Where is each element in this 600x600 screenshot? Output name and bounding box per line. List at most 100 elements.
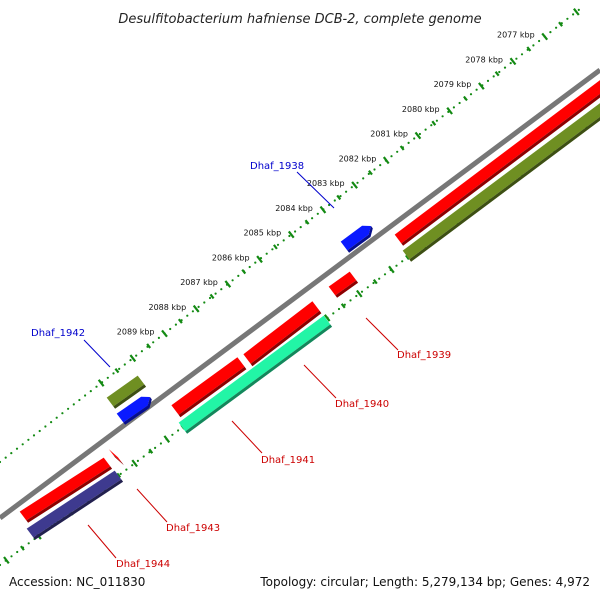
scale-major-tick [541, 32, 549, 41]
scale-major-tick [446, 107, 453, 115]
scale-minor-tick [177, 318, 183, 324]
inner-scale-tick [148, 448, 154, 454]
inner-scale-tick [20, 545, 25, 551]
gene-dhaf-1941-teal [178, 315, 333, 434]
gene-label-dhaf-1938: Dhaf_1938 [250, 161, 304, 172]
scale-dot [407, 141, 410, 144]
scale-dot [197, 305, 200, 308]
scale-dot [16, 550, 19, 554]
scale-dot [271, 248, 274, 251]
scale-dot [332, 312, 335, 315]
scale-dot [395, 264, 398, 267]
feature-shadow [123, 397, 152, 425]
feature-body [394, 80, 600, 244]
kbp-tick-label: 2089 kbp [117, 328, 155, 337]
scale-dot [171, 433, 174, 436]
gene-dhaf-1942-blue [116, 396, 152, 425]
kbp-tick-label: 2085 kbp [243, 229, 281, 238]
scale-dot [577, 8, 580, 11]
gene-label-dhaf-1939: Dhaf_1939 [397, 350, 451, 361]
gene-dhaf-1938 [340, 225, 373, 253]
scale-dot [418, 132, 421, 136]
scale-dot [350, 186, 353, 189]
scale-dot [503, 66, 507, 69]
scale-dot [177, 429, 180, 432]
scale-dot [152, 341, 155, 344]
scale-dot [532, 44, 535, 47]
inner-scale-tick [340, 303, 346, 309]
scale-dot [430, 124, 433, 127]
scale-dot [84, 394, 87, 397]
scale-minor-tick [304, 219, 310, 225]
scale-minor-tick [558, 21, 563, 27]
scale-minor-tick [146, 343, 152, 349]
gene-dhaf-1939 [328, 271, 359, 298]
scale-dot [0, 563, 2, 567]
genome-title: Desulfitobacterium hafniense DCB-2, comp… [118, 12, 481, 27]
scale-dot [356, 181, 359, 184]
scale-dot [112, 372, 115, 375]
scale-major-tick [129, 354, 137, 363]
scale-dot [486, 79, 490, 82]
scale-major-tick [351, 181, 358, 189]
scale-dot [555, 26, 558, 29]
gene-red-upper-right [394, 80, 600, 246]
inner-scale-tick [131, 459, 138, 468]
scale-major-tick [224, 280, 232, 288]
scale-dot [379, 164, 382, 167]
scale-dot [123, 363, 126, 366]
scale-minor-tick [368, 170, 373, 176]
scale-dot [538, 39, 541, 43]
feature-body [340, 225, 371, 251]
scale-dot [169, 327, 172, 331]
feature-shadow [113, 384, 147, 409]
scale-minor-tick [241, 269, 247, 275]
inner-scale-tick [356, 289, 363, 298]
scale-minor-tick [209, 293, 215, 300]
feature-body [19, 457, 111, 521]
scale-minor-tick [463, 95, 468, 102]
scale-dot [492, 75, 495, 78]
gene-label-dhaf-1940: Dhaf_1940 [335, 399, 389, 410]
scale-dot [435, 119, 438, 122]
scale-major-tick [287, 230, 295, 239]
scale-dot [475, 88, 478, 91]
scale-dot [572, 13, 575, 16]
scale-major-tick [256, 255, 263, 264]
scale-dot [135, 354, 138, 357]
scale-minor-tick [494, 71, 500, 77]
scale-major-tick [319, 205, 327, 214]
callout-line-dhaf-1940 [303, 364, 337, 399]
kbp-tick-label: 2084 kbp [275, 204, 313, 213]
inner-scale-tick [116, 472, 122, 479]
scale-dot [337, 307, 341, 311]
scale-dot [265, 252, 268, 255]
kbp-tick-label: 2083 kbp [307, 179, 345, 188]
scale-dot [78, 398, 81, 402]
scale-dot [44, 425, 47, 428]
callout-line-dhaf-1942 [83, 339, 111, 368]
scale-dot [131, 464, 134, 467]
feature-shadow [335, 280, 359, 298]
scale-dot [15, 447, 19, 450]
scale-dot [282, 239, 285, 242]
feature-body [402, 103, 600, 260]
scale-dot [140, 350, 143, 353]
feature-body [106, 375, 145, 407]
gene-dhaf-1943 [108, 449, 124, 466]
scale-dot [373, 168, 376, 171]
scale-dot [288, 234, 291, 238]
scale-dot [119, 472, 122, 475]
gene-dhaf-1944 [26, 470, 124, 540]
scale-dot [21, 443, 24, 446]
feature-body [243, 301, 320, 364]
scale-dot [366, 286, 369, 289]
scale-dot [67, 407, 70, 410]
scale-dot [452, 106, 455, 109]
feature-shadow [401, 93, 600, 246]
scale-dot [72, 403, 75, 406]
scale-dot [214, 292, 217, 295]
scale-dot [390, 155, 393, 158]
callout-line-dhaf-1941 [231, 420, 263, 454]
